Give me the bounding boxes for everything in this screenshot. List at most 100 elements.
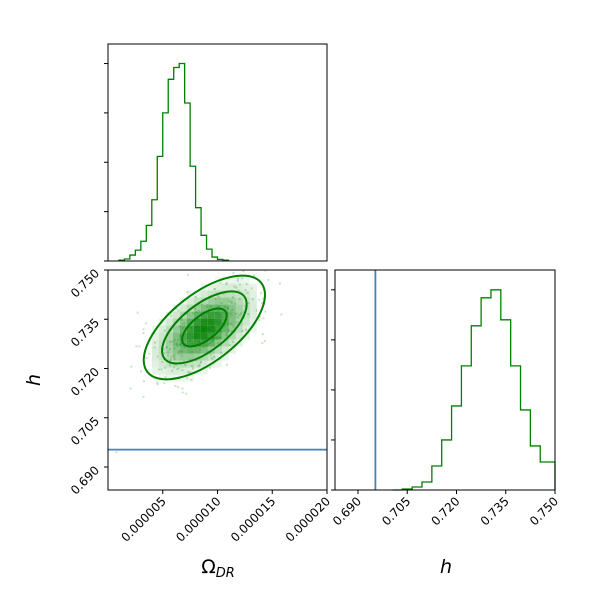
density-cell: [193, 304, 201, 312]
density-cell: [228, 297, 236, 305]
hist-h-xtick-label: 0.705: [379, 494, 413, 528]
density-cell: [221, 339, 229, 347]
scatter-point: [219, 281, 222, 284]
density-cell: [228, 311, 236, 319]
density-cell: [158, 367, 166, 375]
density-cell: [214, 339, 222, 347]
density-cell: [151, 332, 159, 340]
density-cell: [151, 339, 159, 347]
scatter-point: [213, 263, 215, 265]
density-cell: [221, 276, 229, 284]
density-cell: [200, 360, 208, 368]
joint-xtick-label: 0.000005: [118, 494, 168, 544]
scatter-point: [262, 317, 265, 320]
density-cell: [228, 332, 236, 340]
joint-ytick-label: 0.720: [68, 365, 102, 399]
scatter-point: [235, 312, 238, 315]
density-cell: [242, 325, 250, 333]
scatter-point: [157, 368, 160, 371]
scatter-point: [238, 314, 241, 317]
density-cell: [207, 311, 215, 319]
density-cell: [221, 346, 229, 354]
density-cell: [151, 367, 159, 375]
density-cell: [200, 325, 208, 333]
density-cell: [249, 318, 257, 326]
scatter-point: [209, 353, 212, 356]
density-cell: [158, 360, 166, 368]
scatter-point: [153, 341, 156, 344]
scatter-point: [262, 297, 265, 300]
density-cell: [172, 367, 180, 375]
scatter-point: [170, 356, 173, 359]
scatter-point: [228, 344, 231, 347]
density-cell: [235, 304, 243, 312]
density-cell: [221, 290, 229, 298]
density-cell: [186, 311, 194, 319]
hist-h-yticks: [331, 289, 335, 491]
density-cell: [228, 346, 236, 354]
density-cell: [207, 297, 215, 305]
joint-xtick-label: 0.000015: [228, 494, 278, 544]
scatter-point: [186, 291, 189, 294]
scatter-point: [156, 381, 159, 384]
scatter-point: [160, 368, 163, 371]
scatter-point: [176, 368, 179, 371]
density-cell: [193, 360, 201, 368]
scatter-point: [170, 314, 173, 317]
density-cell: [165, 367, 173, 375]
density-cell: [151, 360, 159, 368]
scatter-point: [163, 382, 166, 385]
joint-frame: [107, 269, 328, 491]
density-cell: [172, 311, 180, 319]
scatter-point: [230, 330, 233, 333]
scatter-point: [278, 282, 281, 285]
density-cell: [242, 332, 250, 340]
scatter-point: [163, 329, 166, 332]
density-cell: [186, 297, 194, 305]
scatter-point: [142, 395, 145, 398]
joint-density-cells: [151, 276, 257, 382]
density-cell: [214, 332, 222, 340]
scatter-point: [267, 278, 270, 281]
scatter-point: [280, 313, 283, 316]
density-cell: [165, 360, 173, 368]
scatter-point: [181, 369, 184, 372]
density-cell: [193, 353, 201, 361]
scatter-point: [225, 282, 228, 285]
density-cell: [165, 311, 173, 319]
joint-xlabel: ΩDR: [201, 556, 235, 581]
density-cell: [221, 332, 229, 340]
scatter-point: [164, 376, 167, 379]
scatter-point: [168, 363, 171, 366]
density-cell: [179, 304, 187, 312]
density-cell: [172, 332, 180, 340]
scatter-point: [218, 296, 221, 299]
density-cell: [235, 339, 243, 347]
density-cell: [165, 374, 173, 382]
density-cell: [186, 339, 194, 347]
scatter-point: [195, 359, 198, 362]
density-cell: [228, 325, 236, 333]
scatter-point: [264, 270, 267, 272]
scatter-point: [246, 291, 249, 294]
density-cell: [228, 283, 236, 291]
scatter-point: [236, 316, 239, 319]
scatter-point: [258, 316, 261, 319]
scatter-point: [138, 345, 141, 348]
density-cell: [193, 332, 201, 340]
density-cell: [221, 325, 229, 333]
scatter-point: [167, 354, 170, 357]
scatter-point: [156, 355, 159, 358]
contour-outer: [142, 274, 266, 381]
scatter-point: [232, 271, 235, 274]
density-cell: [172, 346, 180, 354]
scatter-point: [233, 285, 236, 288]
scatter-point: [242, 270, 245, 273]
scatter-point: [197, 365, 200, 368]
density-cell: [214, 311, 222, 319]
scatter-point: [136, 311, 139, 314]
scatter-point: [260, 291, 263, 294]
hist-h-xlabel: h: [440, 556, 452, 578]
density-cell: [235, 290, 243, 298]
joint-contours: [142, 274, 266, 381]
